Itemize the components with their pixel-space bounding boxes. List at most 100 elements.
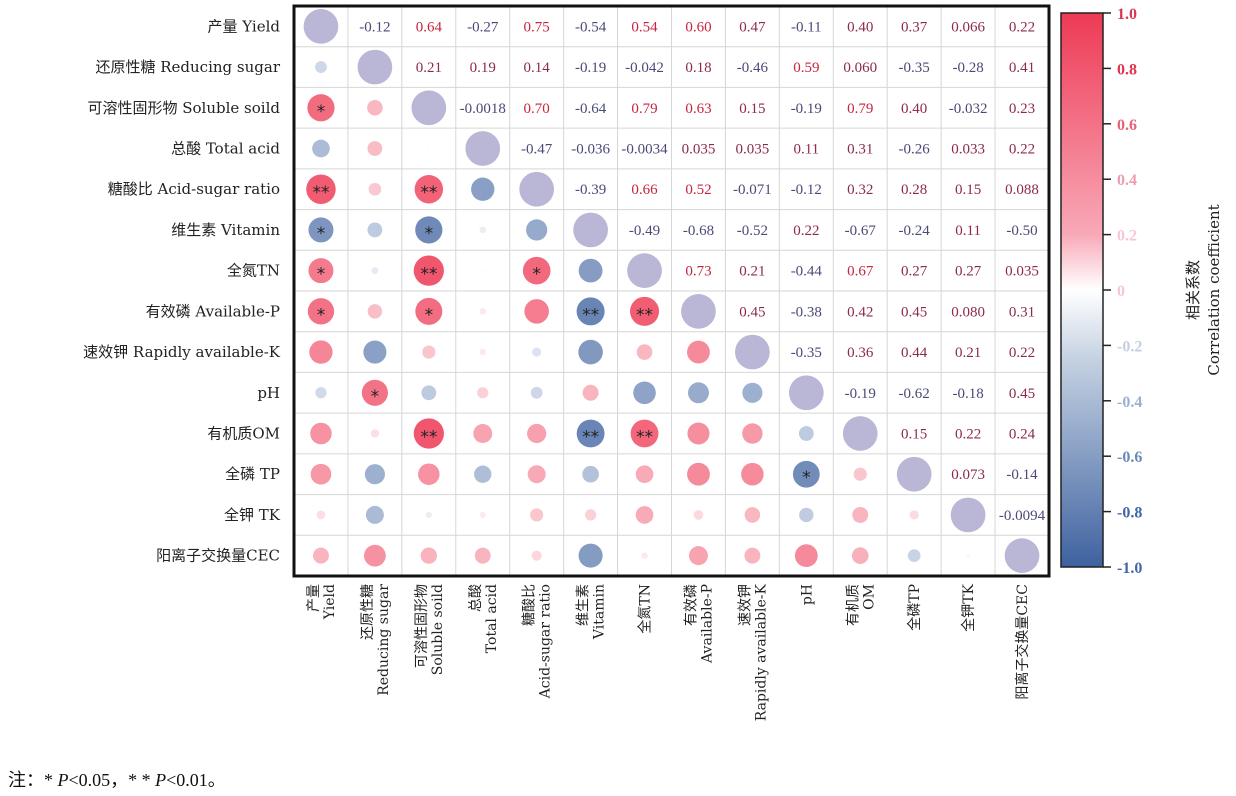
significance-mark: ** bbox=[420, 265, 437, 285]
diagonal-circle bbox=[681, 294, 716, 329]
cell-value-label: 0.60 bbox=[685, 19, 711, 35]
column-label: Acid-sugar ratio bbox=[538, 584, 554, 699]
cell-value-label: 0.32 bbox=[847, 182, 873, 198]
correlation-circle bbox=[367, 304, 383, 319]
correlation-circle bbox=[635, 465, 654, 484]
correlation-circle bbox=[687, 340, 710, 364]
column-label: 维生素 bbox=[576, 584, 592, 626]
correlation-circle bbox=[794, 544, 818, 568]
cell-value-label: -0.39 bbox=[575, 182, 606, 198]
correlation-circle bbox=[907, 549, 921, 563]
correlation-circle bbox=[532, 347, 542, 357]
correlation-circle bbox=[427, 147, 431, 150]
significance-mark: ** bbox=[582, 305, 599, 325]
diagonal-circle bbox=[465, 131, 501, 166]
correlation-circle bbox=[309, 340, 333, 364]
cell-value-label: 0.23 bbox=[1009, 101, 1035, 117]
footnote-prefix: 注： bbox=[8, 770, 44, 790]
significance-mark: ** bbox=[420, 183, 437, 203]
column-label: Reducing sugar bbox=[376, 584, 392, 696]
footnote: 注：* P<0.05，* * P<0.01。 bbox=[8, 766, 226, 792]
correlation-circle bbox=[421, 385, 437, 401]
correlation-circle bbox=[479, 308, 486, 315]
correlation-circle bbox=[630, 419, 659, 448]
cell-value-label: -0.19 bbox=[845, 386, 876, 402]
row-label: 可溶性固形物 Soluble soild bbox=[87, 99, 280, 117]
diagonal-circle bbox=[519, 171, 555, 207]
row-label: pH bbox=[257, 384, 280, 402]
correlation-circle bbox=[744, 547, 761, 564]
correlation-circle bbox=[526, 219, 548, 241]
column-label: 产量 bbox=[306, 584, 322, 612]
cell-value-label: 0.060 bbox=[843, 60, 877, 76]
cell-value-label: 0.31 bbox=[1009, 304, 1035, 320]
cell-value-label: -0.11 bbox=[791, 19, 822, 35]
correlation-circle bbox=[308, 217, 334, 243]
cell-value-label: 0.66 bbox=[631, 182, 658, 198]
cell-value-label: 0.63 bbox=[685, 101, 711, 117]
cell-value-label: -0.54 bbox=[575, 19, 607, 35]
cell-value-label: 0.45 bbox=[739, 304, 765, 320]
matrix-cells: -0.12 0.64 -0.27 0.75 -0.54 0.54 0.60 0.47 -0.11… bbox=[303, 9, 1046, 574]
row-label: 全钾 TK bbox=[224, 506, 281, 524]
colorbar-gradient bbox=[1060, 12, 1104, 568]
row-label: 有效磷 Available-P bbox=[146, 302, 280, 320]
correlation-circle bbox=[415, 297, 443, 325]
correlation-circle bbox=[308, 258, 334, 284]
grid-lines bbox=[294, 6, 1049, 576]
cell-value-label: 0.73 bbox=[685, 264, 711, 280]
cell-value-label: 0.40 bbox=[901, 101, 927, 117]
correlation-circle bbox=[630, 296, 660, 326]
cell-value-label: -0.64 bbox=[575, 101, 607, 117]
column-label: Rapidly available-K bbox=[753, 583, 769, 721]
correlation-circle bbox=[368, 182, 382, 196]
correlation-circle bbox=[310, 463, 332, 485]
correlation-circle bbox=[582, 465, 599, 483]
significance-mark: * bbox=[532, 265, 541, 285]
cell-value-label: 0.27 bbox=[955, 264, 982, 280]
correlation-circle bbox=[527, 465, 546, 484]
correlation-circle bbox=[687, 382, 709, 404]
diagonal-circle bbox=[1004, 538, 1040, 574]
column-label: Soluble soild bbox=[430, 584, 446, 675]
cell-value-label: -0.14 bbox=[1006, 467, 1038, 483]
cell-value-label: 0.035 bbox=[1005, 264, 1039, 280]
cell-value-label: -0.19 bbox=[575, 60, 606, 76]
correlation-circle bbox=[364, 464, 385, 485]
cell-value-label: -0.26 bbox=[899, 142, 931, 158]
colorbar-tick-label: -0.6 bbox=[1117, 449, 1142, 466]
significance-mark: * bbox=[317, 265, 326, 285]
correlation-circle bbox=[693, 510, 704, 520]
cell-value-label: -0.071 bbox=[733, 182, 772, 198]
diagonal-circle bbox=[627, 253, 662, 288]
colorbar-tick-label: -0.4 bbox=[1117, 394, 1142, 411]
colorbar-tick-label: 0.4 bbox=[1117, 172, 1137, 189]
cell-value-label: 0.19 bbox=[470, 60, 496, 76]
cell-value-label: -0.28 bbox=[952, 60, 983, 76]
column-label: Yield bbox=[322, 584, 338, 620]
cell-value-label: 0.44 bbox=[901, 345, 928, 361]
correlation-circle bbox=[576, 297, 605, 326]
cell-value-label: -0.19 bbox=[791, 101, 822, 117]
correlation-circle bbox=[576, 419, 605, 448]
correlation-circle bbox=[744, 507, 761, 523]
correlation-circle bbox=[479, 348, 486, 356]
footnote-threshold-1: <0.05， bbox=[68, 770, 129, 790]
correlation-circle bbox=[307, 94, 335, 122]
column-label: 全钾TK bbox=[960, 583, 977, 631]
significance-mark: ** bbox=[312, 183, 329, 203]
correlation-circle bbox=[363, 340, 387, 364]
cell-value-label: 0.42 bbox=[847, 304, 873, 320]
correlation-circle bbox=[307, 298, 335, 325]
colorbar-tick-label: 0.8 bbox=[1117, 61, 1137, 78]
column-label: Available-P bbox=[699, 584, 715, 664]
diagonal-circle bbox=[573, 212, 608, 248]
correlation-circle bbox=[312, 139, 330, 158]
correlation-circle bbox=[365, 505, 384, 524]
row-label: 还原性糖 Reducing sugar bbox=[95, 58, 280, 76]
cell-value-label: 0.22 bbox=[955, 427, 981, 443]
cell-value-label: -0.67 bbox=[845, 223, 877, 239]
significance-mark: * bbox=[317, 224, 326, 244]
row-label: 有机质OM bbox=[207, 425, 280, 443]
